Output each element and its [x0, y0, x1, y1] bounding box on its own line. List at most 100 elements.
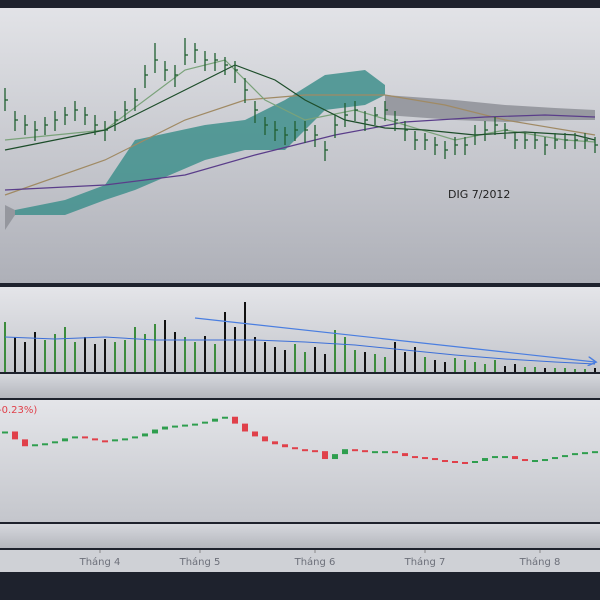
- candle: [252, 431, 258, 437]
- volume-bar: [334, 330, 336, 372]
- candle: [462, 461, 468, 464]
- volume-bar: [414, 347, 416, 372]
- candle: [12, 431, 18, 440]
- candle: [482, 458, 488, 461]
- volume-bar: [254, 337, 256, 372]
- volume-bar: [404, 352, 406, 372]
- candle: [262, 436, 268, 442]
- candle: [302, 449, 308, 452]
- volume-bar: [594, 368, 596, 372]
- candle: [192, 423, 198, 426]
- separator-band: [0, 524, 600, 548]
- candle: [122, 438, 128, 441]
- volume-bar: [244, 302, 246, 372]
- candle: [152, 429, 158, 434]
- volume-bar: [544, 368, 546, 372]
- volume-bar: [44, 340, 46, 372]
- candle: [372, 451, 378, 454]
- candle: [232, 416, 238, 424]
- x-tick-label: Tháng 7: [404, 556, 446, 568]
- volume-bar: [154, 324, 156, 372]
- volume-bar: [314, 347, 316, 372]
- annotation: DIG 7/2012: [448, 188, 510, 201]
- volume-bar: [294, 344, 296, 372]
- candle: [402, 453, 408, 457]
- candle: [572, 453, 578, 456]
- candle: [382, 451, 388, 454]
- candle: [62, 438, 68, 442]
- candle: [22, 439, 28, 447]
- candle: [472, 461, 478, 463]
- candle: [412, 456, 418, 459]
- volume-bar: [124, 340, 126, 372]
- candle: [172, 425, 178, 428]
- volume-bar: [394, 342, 396, 372]
- candle: [82, 436, 88, 439]
- volume-bar: [374, 354, 376, 372]
- volume-bar: [574, 369, 576, 372]
- x-tick-label: Tháng 4: [79, 556, 121, 568]
- volume-bar: [24, 342, 26, 372]
- volume-bar: [134, 327, 136, 372]
- candle: [542, 459, 548, 462]
- candle: [432, 458, 438, 461]
- candle: [162, 426, 168, 430]
- candle: [422, 457, 428, 460]
- candle: [502, 456, 508, 459]
- volume-bar: [94, 344, 96, 372]
- volume-bar: [184, 337, 186, 372]
- candle: [242, 423, 248, 432]
- volume-bar: [514, 364, 516, 372]
- volume-bar: [554, 368, 556, 372]
- volume-bar: [454, 358, 456, 372]
- candle: [362, 450, 368, 453]
- candle: [132, 436, 138, 439]
- candle: [112, 439, 118, 442]
- volume-bar: [284, 350, 286, 372]
- candle: [552, 457, 558, 460]
- volume-bar: [434, 360, 436, 372]
- volume-bar: [484, 364, 486, 372]
- candle: [352, 449, 358, 452]
- volume-bar: [194, 342, 196, 372]
- volume-bar: [524, 367, 526, 372]
- volume-bar: [174, 332, 176, 372]
- volume-bar: [444, 362, 446, 372]
- volume-bar: [264, 342, 266, 372]
- volume-bar: [384, 357, 386, 372]
- volume-bar: [224, 312, 226, 372]
- volume-bar: [474, 362, 476, 372]
- candle: [222, 416, 228, 419]
- candle: [92, 438, 98, 441]
- volume-bar: [214, 344, 216, 372]
- volume-bar: [304, 352, 306, 372]
- separator-band: [0, 374, 600, 398]
- candle: [32, 444, 38, 447]
- volume-bar: [364, 352, 366, 372]
- volume-bar: [114, 342, 116, 372]
- volume-bar: [104, 339, 106, 372]
- candle: [392, 451, 398, 454]
- candle: [452, 461, 458, 463]
- candle: [322, 451, 328, 460]
- candle: [512, 456, 518, 460]
- volume-bar: [584, 369, 586, 372]
- volume-bar: [64, 327, 66, 372]
- x-axis-area: [0, 550, 600, 572]
- volume-bar: [354, 350, 356, 372]
- candle: [282, 444, 288, 448]
- volume-bar: [4, 322, 6, 372]
- volume-bar: [464, 360, 466, 372]
- volume-bar: [534, 367, 536, 372]
- volume-bar: [204, 336, 206, 372]
- candle: [72, 436, 78, 439]
- volume-bar: [344, 337, 346, 372]
- volume-bar: [14, 337, 16, 372]
- candle: [102, 440, 108, 443]
- x-tick-label: Tháng 8: [519, 556, 561, 568]
- candle: [332, 454, 338, 460]
- volume-bar: [234, 327, 236, 372]
- volume-bar: [564, 368, 566, 372]
- volume-bar: [34, 332, 36, 372]
- candle: [212, 418, 218, 422]
